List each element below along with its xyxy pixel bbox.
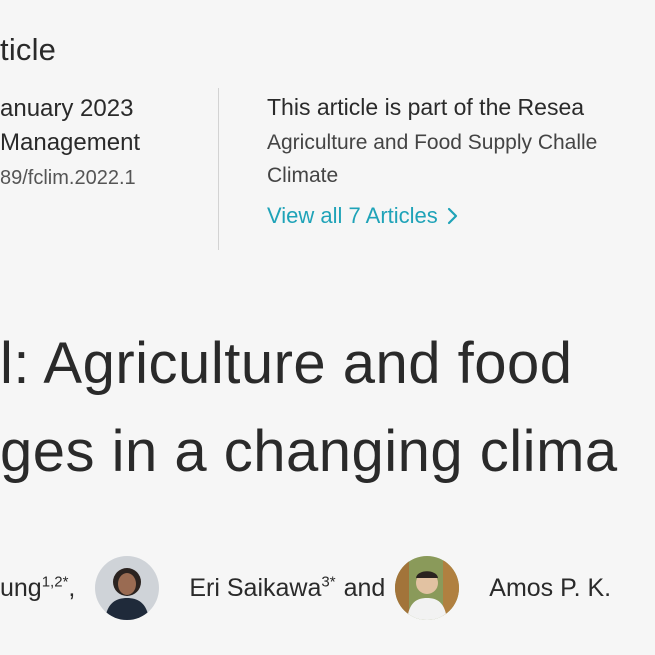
- research-topic-heading: This article is part of the Resea: [267, 94, 585, 120]
- article-title: l: Agriculture and food ges in a changin…: [0, 320, 618, 496]
- author-list: ung1,2*, Eri Saikawa3* and Amos P. K.: [0, 555, 655, 621]
- author-2-name[interactable]: Eri Saikawa: [189, 573, 322, 602]
- author-1[interactable]: ung1,2*,: [0, 574, 75, 603]
- publication-date: anuary 2023: [0, 95, 134, 122]
- author-2-affiliation: 3*: [321, 573, 336, 591]
- doi-link[interactable]: 89/fclim.2022.1: [0, 167, 136, 189]
- author-photo-icon: [395, 556, 460, 620]
- author-1-name[interactable]: ung: [0, 573, 42, 602]
- author-2[interactable]: Eri Saikawa3*: [189, 574, 335, 603]
- author-1-affiliation: 1,2*: [41, 573, 69, 591]
- avatar[interactable]: [395, 556, 460, 620]
- article-meta: anuary 2023 Management 89/fclim.2022.1: [0, 93, 140, 195]
- meta-divider: [218, 88, 219, 250]
- research-topic-name[interactable]: Agriculture and Food Supply Challe Clima…: [267, 126, 655, 192]
- article-title-line2: ges in a changing clima: [0, 419, 618, 484]
- view-all-articles-link[interactable]: View all 7 Articles: [267, 203, 655, 229]
- article-type-label: ticle: [0, 32, 57, 67]
- avatar[interactable]: [95, 556, 160, 620]
- view-all-articles-label[interactable]: View all 7 Articles: [267, 203, 438, 228]
- chevron-right-icon: [447, 207, 457, 225]
- author-separator: ,: [68, 573, 76, 602]
- research-topic-name-line1[interactable]: Agriculture and Food Supply Challe: [267, 131, 598, 154]
- journal-section[interactable]: Management: [0, 129, 141, 156]
- research-topic-name-line2[interactable]: Climate: [267, 164, 339, 187]
- author-conjunction: and: [343, 573, 386, 602]
- author-3[interactable]: Amos P. K.: [489, 573, 612, 602]
- author-photo-icon: [95, 556, 160, 620]
- article-title-line1: l: Agriculture and food: [0, 331, 573, 396]
- research-topic-box: This article is part of the Resea Agricu…: [267, 91, 655, 229]
